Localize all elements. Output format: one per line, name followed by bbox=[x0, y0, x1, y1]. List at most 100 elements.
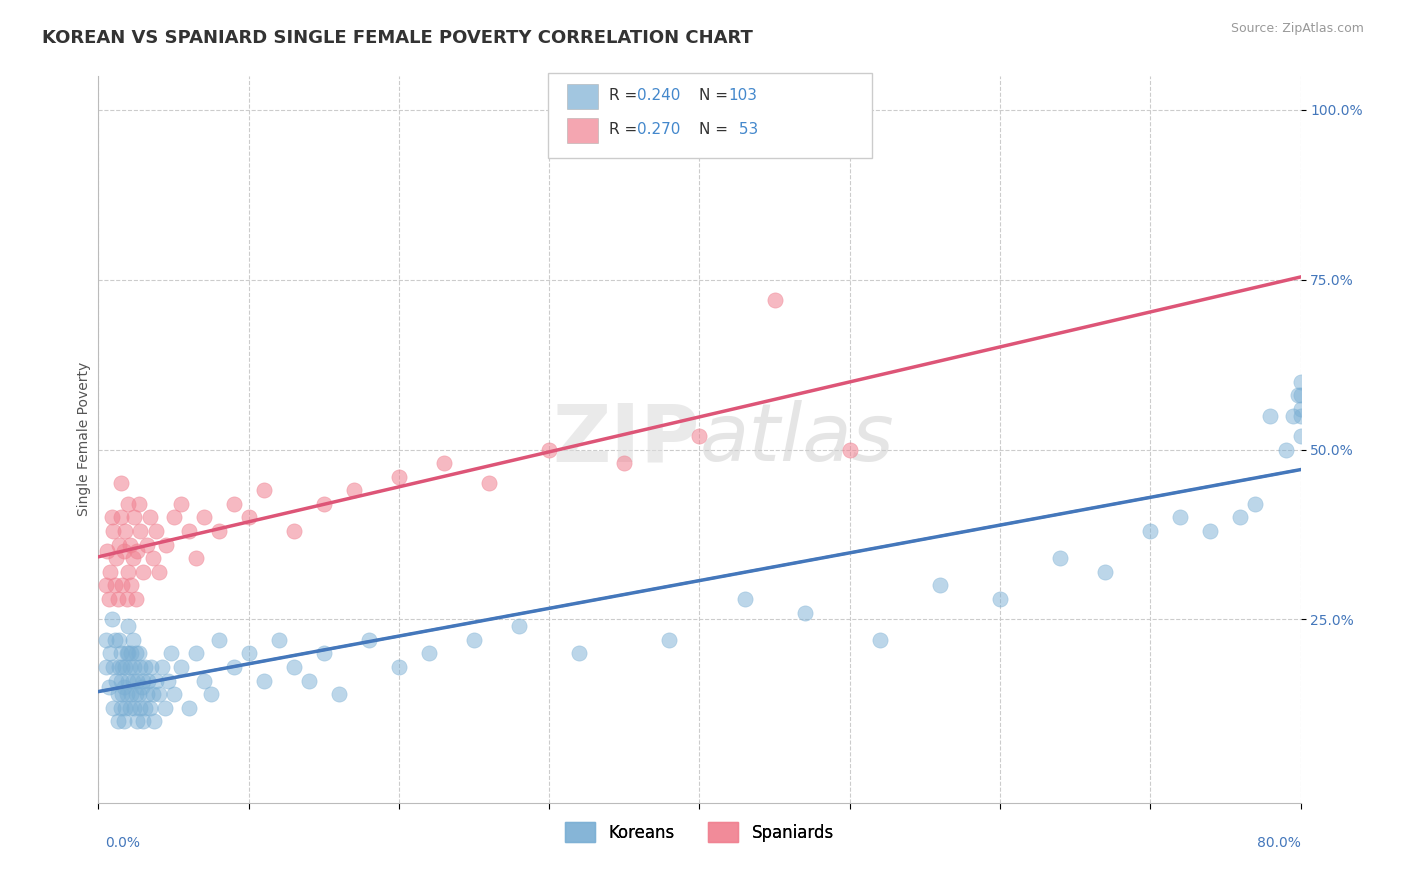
Point bbox=[538, 442, 561, 457]
Point bbox=[118, 538, 141, 552]
Point bbox=[1289, 409, 1312, 423]
Point bbox=[388, 660, 411, 674]
Point bbox=[132, 565, 155, 579]
Point bbox=[115, 591, 138, 606]
Point bbox=[312, 497, 335, 511]
Point bbox=[838, 442, 860, 457]
Point bbox=[111, 660, 134, 674]
Text: 80.0%: 80.0% bbox=[1257, 837, 1301, 850]
Point bbox=[101, 612, 124, 626]
Point bbox=[110, 673, 132, 688]
Point bbox=[139, 660, 162, 674]
Point bbox=[115, 687, 138, 701]
Text: Source: ZipAtlas.com: Source: ZipAtlas.com bbox=[1230, 22, 1364, 36]
Point bbox=[388, 469, 411, 483]
Point bbox=[107, 591, 129, 606]
Y-axis label: Single Female Poverty: Single Female Poverty bbox=[77, 362, 91, 516]
Point bbox=[253, 673, 276, 688]
Point bbox=[129, 700, 152, 714]
Point bbox=[110, 510, 132, 524]
Point bbox=[114, 660, 136, 674]
Point bbox=[508, 619, 530, 633]
Text: 0.0%: 0.0% bbox=[105, 837, 141, 850]
Point bbox=[141, 687, 163, 701]
Point bbox=[104, 578, 127, 592]
Point bbox=[156, 673, 179, 688]
Point bbox=[96, 544, 118, 558]
Point bbox=[111, 578, 134, 592]
Point bbox=[132, 673, 155, 688]
Point bbox=[110, 700, 132, 714]
Point bbox=[110, 476, 132, 491]
Text: 0.240: 0.240 bbox=[637, 88, 681, 103]
Point bbox=[117, 646, 139, 660]
Point bbox=[103, 700, 125, 714]
Point bbox=[283, 660, 305, 674]
Point bbox=[418, 646, 440, 660]
Point bbox=[110, 646, 132, 660]
Point bbox=[143, 714, 166, 729]
Point bbox=[222, 660, 245, 674]
Point bbox=[208, 632, 231, 647]
Point bbox=[463, 632, 485, 647]
Point bbox=[1274, 442, 1296, 457]
Point bbox=[128, 646, 150, 660]
Point bbox=[177, 700, 200, 714]
Point bbox=[134, 660, 156, 674]
Point bbox=[253, 483, 276, 498]
Point bbox=[117, 565, 139, 579]
Point bbox=[688, 429, 710, 443]
Point bbox=[177, 524, 200, 538]
Point bbox=[125, 646, 148, 660]
Point bbox=[170, 660, 193, 674]
Point bbox=[298, 673, 321, 688]
Text: 53: 53 bbox=[734, 122, 758, 137]
Text: R =: R = bbox=[609, 88, 643, 103]
Point bbox=[134, 700, 156, 714]
Point bbox=[121, 687, 143, 701]
Point bbox=[105, 551, 128, 566]
Text: KOREAN VS SPANIARD SINGLE FEMALE POVERTY CORRELATION CHART: KOREAN VS SPANIARD SINGLE FEMALE POVERTY… bbox=[42, 29, 754, 46]
Point bbox=[121, 646, 143, 660]
Point bbox=[105, 673, 128, 688]
Point bbox=[153, 700, 176, 714]
Point bbox=[100, 565, 122, 579]
Point bbox=[433, 456, 456, 470]
Point bbox=[112, 544, 135, 558]
Point bbox=[117, 497, 139, 511]
Point bbox=[108, 632, 131, 647]
Point bbox=[104, 632, 127, 647]
Point bbox=[107, 714, 129, 729]
Point bbox=[103, 524, 125, 538]
Point bbox=[1289, 375, 1312, 389]
Point bbox=[283, 524, 305, 538]
Point bbox=[658, 632, 681, 647]
Point bbox=[1286, 388, 1309, 402]
Point bbox=[127, 544, 149, 558]
Point bbox=[114, 524, 136, 538]
Point bbox=[129, 524, 152, 538]
Point bbox=[1139, 524, 1161, 538]
Point bbox=[127, 673, 149, 688]
Point bbox=[124, 510, 146, 524]
Point bbox=[122, 551, 145, 566]
Point bbox=[193, 510, 215, 524]
Point bbox=[128, 497, 150, 511]
Point bbox=[159, 646, 181, 660]
Point bbox=[94, 660, 117, 674]
Point bbox=[328, 687, 350, 701]
Legend: Koreans, Spaniards: Koreans, Spaniards bbox=[558, 815, 841, 849]
Point bbox=[869, 632, 891, 647]
Point bbox=[136, 673, 159, 688]
Point bbox=[148, 565, 170, 579]
Point bbox=[118, 660, 141, 674]
Point bbox=[170, 497, 193, 511]
Point bbox=[122, 673, 145, 688]
Point bbox=[97, 591, 120, 606]
Point bbox=[1289, 388, 1312, 402]
Point bbox=[135, 538, 157, 552]
Point bbox=[112, 714, 135, 729]
Point bbox=[1094, 565, 1116, 579]
Point bbox=[1244, 497, 1267, 511]
Point bbox=[357, 632, 380, 647]
